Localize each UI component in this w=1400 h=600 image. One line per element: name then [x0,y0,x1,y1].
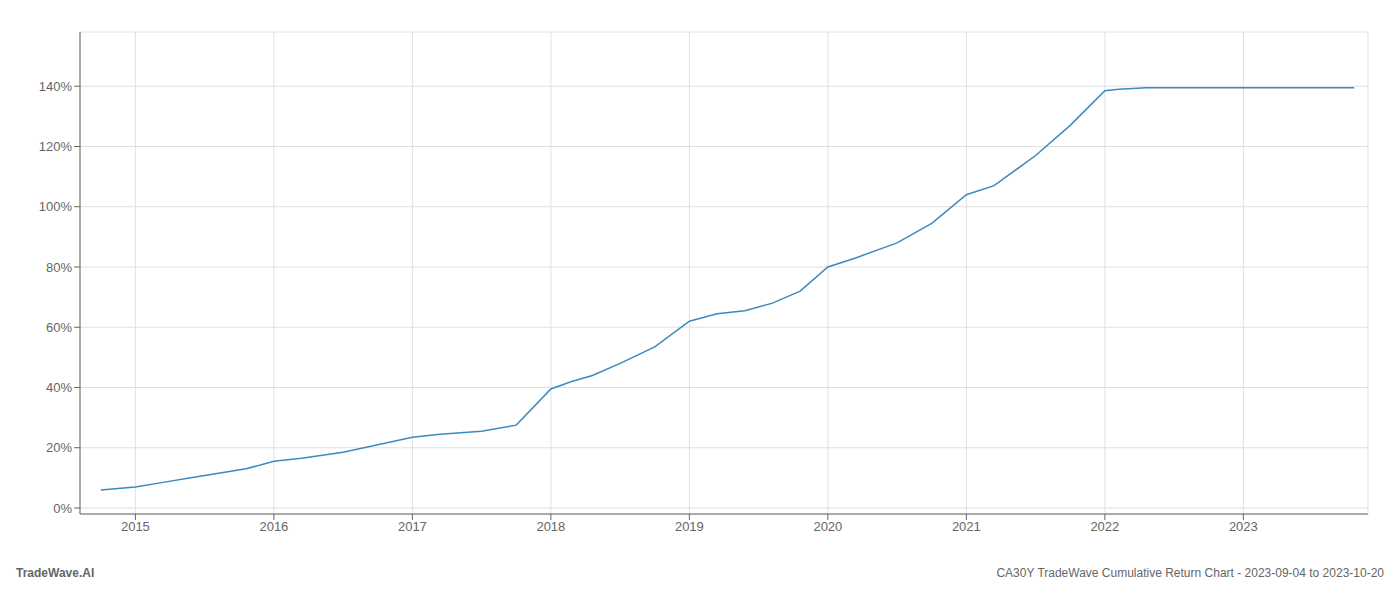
svg-text:2016: 2016 [259,519,288,534]
html-text:TradeWave.AI: TradeWave.AI [16,566,95,580]
svg-text:2023: 2023 [1229,519,1258,534]
svg-text:100%: 100% [39,199,73,214]
svg-text:2022: 2022 [1090,519,1119,534]
svg-text:80%: 80% [46,260,72,275]
svg-text:120%: 120% [39,139,73,154]
svg-text:40%: 40% [46,380,72,395]
svg-text:2015: 2015 [121,519,150,534]
svg-text:0%: 0% [53,501,72,516]
svg-text:2021: 2021 [952,519,981,534]
svg-text:20%: 20% [46,440,72,455]
svg-text:2018: 2018 [536,519,565,534]
svg-text:140%: 140% [39,79,73,94]
svg-text:2020: 2020 [813,519,842,534]
svg-text:60%: 60% [46,320,72,335]
svg-text:2017: 2017 [398,519,427,534]
html-text:CA30Y TradeWave Cumulative Ret: CA30Y TradeWave Cumulative Return Chart … [996,566,1384,580]
svg-text:2019: 2019 [675,519,704,534]
